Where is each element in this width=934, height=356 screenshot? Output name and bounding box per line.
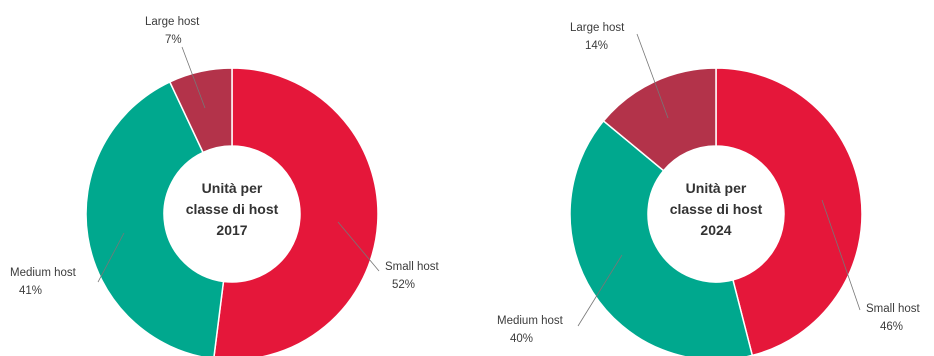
leader-line-small-host <box>821 199 861 311</box>
leader-line-large-host <box>636 33 669 119</box>
value-label-small-host: 46% <box>880 321 903 333</box>
category-label-medium-host: Medium host <box>497 315 564 327</box>
donut-chart-1: Unità per classe di host 2017 Small host 52%… <box>10 16 439 356</box>
value-label-large-host: 14% <box>585 40 608 52</box>
category-label-small-host: Small host <box>385 261 439 273</box>
leader-line-large-host <box>181 46 206 109</box>
slice-small-host <box>715 67 863 356</box>
category-label-small-host: Small host <box>866 303 920 315</box>
slice-medium-host <box>85 80 225 356</box>
slice-large-host <box>168 67 233 154</box>
slice-small-host <box>213 67 379 356</box>
center-label-line-2: classe di host <box>670 201 763 217</box>
value-label-medium-host: 40% <box>510 333 533 345</box>
leader-line-medium-host <box>577 254 623 327</box>
value-label-small-host: 52% <box>392 279 415 291</box>
value-label-medium-host: 41% <box>19 285 42 297</box>
center-label-line-1: Unità per <box>686 180 747 196</box>
slice-large-host <box>602 67 717 172</box>
category-label-large-host: Large host <box>145 16 200 28</box>
center-label-line-1: Unità per <box>202 180 263 196</box>
donut-chart-2: Unità per classe di host 2024 Small host 46%… <box>497 22 920 356</box>
leader-line-medium-host <box>97 232 125 283</box>
center-label-line-3: 2024 <box>700 222 731 238</box>
value-label-large-host: 7% <box>165 34 182 46</box>
category-label-medium-host: Medium host <box>10 267 77 279</box>
slice-medium-host <box>569 119 754 356</box>
category-label-large-host: Large host <box>570 22 625 34</box>
center-label-line-3: 2017 <box>216 222 247 238</box>
center-label-line-2: classe di host <box>186 201 279 217</box>
leader-line-small-host <box>337 221 380 272</box>
